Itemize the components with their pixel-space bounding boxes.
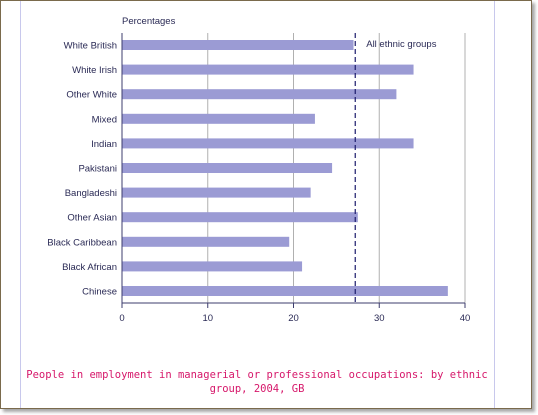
- x-tick-label: 10: [202, 313, 213, 324]
- category-label: White British: [64, 41, 117, 52]
- category-label: Other Asian: [67, 213, 117, 224]
- bar-bangladeshi: [122, 187, 311, 198]
- category-label: Indian: [91, 139, 117, 150]
- bar-pakistani: [122, 163, 333, 173]
- x-tick-labels: 0 10 20 30 40: [119, 313, 470, 324]
- bar-other-white: [122, 89, 397, 100]
- reference-line-group: All ethnic groups: [354, 33, 437, 303]
- right-border-line: [494, 1, 495, 408]
- x-tick-label: 20: [288, 313, 299, 324]
- bar-black-caribbean: [122, 236, 290, 247]
- left-border-line: [20, 1, 21, 408]
- bar-white-irish: [122, 64, 414, 75]
- x-tick-label: 0: [119, 313, 124, 324]
- category-label: Chinese: [82, 287, 117, 298]
- category-label: Bangladeshi: [65, 188, 117, 199]
- category-label: Black African: [62, 262, 117, 273]
- y-axis-label: Percentages: [122, 16, 176, 27]
- x-tick-label: 40: [460, 313, 471, 324]
- bar-indian: [122, 138, 414, 149]
- category-labels: White British White Irish Other White Mixed…: [47, 41, 117, 298]
- reference-line-label: All ethnic groups: [366, 39, 436, 50]
- axes: [121, 33, 466, 308]
- bar-black-african: [122, 261, 303, 272]
- category-label: Mixed: [92, 114, 117, 125]
- bar-chinese: [122, 286, 448, 296]
- x-tick-label: 30: [374, 313, 385, 324]
- category-label: Black Caribbean: [47, 237, 117, 248]
- category-label: White Irish: [72, 65, 117, 76]
- figure-caption: People in employment in managerial or pr…: [26, 369, 488, 395]
- category-label: Other White: [66, 90, 117, 101]
- bar-other-asian: [122, 212, 358, 223]
- category-label: Pakistani: [78, 164, 117, 175]
- bars: [122, 40, 448, 296]
- bar-mixed: [122, 113, 315, 124]
- bar-white-british: [122, 40, 354, 50]
